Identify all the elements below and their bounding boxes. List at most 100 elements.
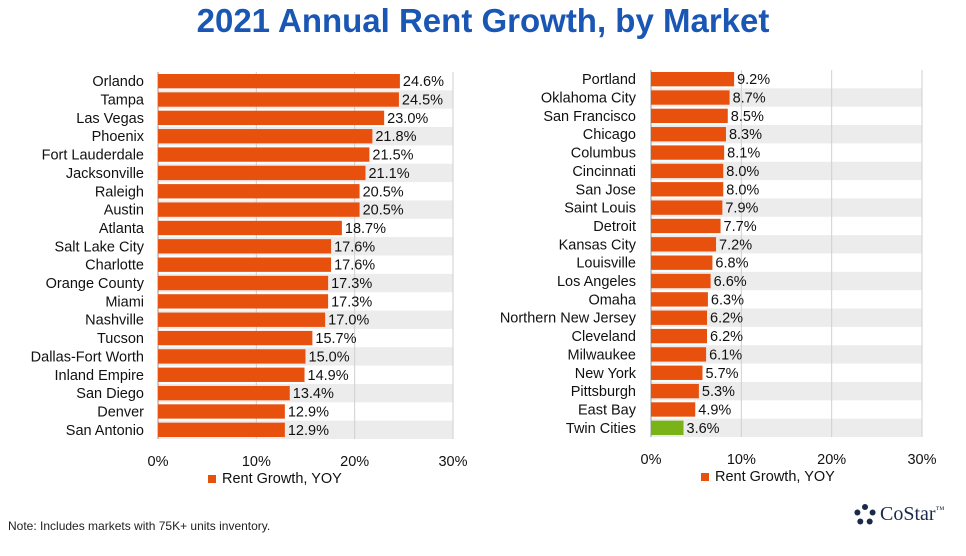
data-label: 7.2% [719,237,752,253]
data-label: 5.7% [705,366,738,382]
category-label: Milwaukee [568,347,637,363]
legend-label: Rent Growth, YOY [222,471,342,487]
bar-cleveland [651,328,708,344]
data-label: 8.3% [729,127,762,143]
bar-las-vegas [158,110,385,126]
logo-text: CoStar™ [880,503,945,525]
data-label: 7.7% [724,219,757,235]
data-label: 18.7% [345,221,386,237]
bar-san-francisco [651,108,728,124]
bar-atlanta [158,220,342,236]
costar-star-icon [854,503,876,524]
bar-austin [158,202,360,217]
category-label: Orlando [92,74,144,90]
data-label: 8.7% [733,91,766,107]
bar-fort-lauderdale [158,147,370,162]
chart-panel-2: Portland 9.2% Oklahoma City 8.7% San Francis… [500,70,937,485]
category-label: Jacksonville [66,166,144,182]
category-label: Kansas City [559,237,637,253]
category-label: Northern New Jersey [500,311,637,327]
bar-new-york [651,365,703,380]
bar-san-jose [651,182,724,197]
category-label: Louisville [576,256,636,272]
category-label: Charlotte [85,258,144,274]
x-tick-label: 30% [907,452,936,468]
data-label: 8.1% [727,146,760,162]
bar-phoenix [158,129,373,144]
bar-twin-cities [651,420,684,435]
legend-label: Rent Growth, YOY [715,469,835,485]
data-label: 15.7% [315,331,356,347]
category-label: Atlanta [99,221,145,237]
category-label: Twin Cities [566,421,636,437]
row-stripe [651,235,922,254]
category-label: Portland [582,72,636,88]
data-label: 6.8% [715,256,748,272]
bar-tucson [158,330,313,346]
row-stripe [651,418,922,437]
data-label: 9.2% [737,72,770,88]
category-label: San Jose [576,182,636,198]
data-label: 17.3% [331,276,372,292]
bar-omaha [651,292,708,307]
bar-detroit [651,218,721,234]
data-label: 21.8% [375,129,416,145]
bar-los-angeles [651,273,711,289]
chart-panel-1: Orlando 24.6% Tampa 24.5% Las Vegas 23.0% Phoe… [31,72,468,487]
bar-tampa [158,92,399,107]
data-label: 20.5% [363,184,404,200]
x-tick-label: 10% [242,454,271,470]
x-tick-label: 20% [340,454,369,470]
bar-san-diego [158,385,290,401]
data-label: 20.5% [363,203,404,219]
legend-swatch [208,475,216,483]
costar-logo: CoStar™ [854,503,944,526]
bar-pittsburgh [651,383,699,399]
bar-nashville [158,312,326,327]
bar-charlotte [158,257,332,272]
bar-kansas-city [651,237,717,252]
category-label: East Bay [578,402,637,418]
category-label: Inland Empire [55,368,144,384]
data-label: 15.0% [309,349,350,365]
row-stripe [651,308,922,327]
category-label: Raleigh [95,184,144,200]
bar-orlando [158,74,400,89]
data-label: 14.9% [308,368,349,384]
bar-san-antonio [158,422,285,437]
data-label: 8.0% [726,164,759,180]
row-stripe [651,345,922,364]
data-label: 5.3% [702,384,735,400]
data-label: 17.3% [331,294,372,310]
category-label: Phoenix [92,129,145,145]
data-label: 23.0% [387,111,428,127]
data-label: 8.0% [726,182,759,198]
data-label: 24.5% [402,93,443,109]
x-tick-label: 10% [727,452,756,468]
category-label: San Francisco [543,109,636,125]
data-label: 4.9% [698,402,731,418]
data-label: 12.9% [288,404,329,420]
data-label: 7.9% [725,201,758,217]
category-label: San Antonio [66,423,144,439]
data-label: 21.1% [368,166,409,182]
bar-inland-empire [158,367,305,382]
category-label: Columbus [571,146,636,162]
category-label: New York [575,366,637,382]
bar-louisville [651,255,713,270]
data-label: 6.1% [709,347,742,363]
category-label: Miami [105,294,144,310]
category-label: Nashville [85,313,144,329]
bar-cincinnati [651,163,724,179]
category-label: Tampa [100,93,144,109]
category-label: Omaha [588,292,636,308]
bar-orange-county [158,275,329,291]
row-stripe [651,271,922,291]
data-label: 12.9% [288,423,329,439]
data-label: 21.5% [372,148,413,164]
category-label: Cincinnati [572,164,636,180]
category-label: Tucson [97,331,144,347]
x-tick-label: 20% [817,452,846,468]
category-label: Austin [104,203,144,219]
